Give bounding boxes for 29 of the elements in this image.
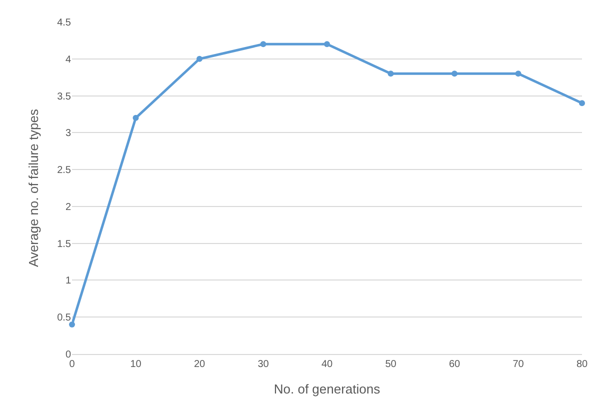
point bbox=[69, 321, 75, 328]
point bbox=[579, 100, 585, 106]
y-tick-label: 4 bbox=[65, 54, 72, 66]
point bbox=[388, 70, 394, 77]
y-tick-label: 0 bbox=[65, 350, 72, 360]
x-tick-label: 20 bbox=[194, 359, 206, 370]
y-axis-title: Average no. of failure types bbox=[26, 108, 42, 268]
point bbox=[452, 70, 458, 77]
point bbox=[196, 56, 202, 62]
y-tick-label: 0.5 bbox=[57, 312, 72, 324]
x-tick-label: 30 bbox=[258, 359, 270, 370]
point bbox=[515, 70, 522, 77]
x-tick-label: 50 bbox=[385, 359, 397, 370]
point bbox=[132, 114, 139, 121]
x-tick-label: 80 bbox=[576, 359, 588, 370]
x-tick-label: 10 bbox=[130, 359, 142, 370]
y-tick-label: 3.5 bbox=[57, 91, 72, 102]
y-tick-label: 2 bbox=[65, 202, 72, 213]
x-tick-label: 60 bbox=[448, 359, 460, 370]
y-tick-label: 2.5 bbox=[57, 165, 72, 176]
point bbox=[260, 41, 266, 48]
y-tick-label: 1.5 bbox=[57, 238, 72, 250]
x-tick-label: 40 bbox=[321, 359, 333, 370]
y-tick-label: 3 bbox=[65, 128, 72, 140]
x-axis-title: No. of generations bbox=[274, 382, 381, 397]
x-tick-label: 70 bbox=[512, 359, 524, 370]
point bbox=[324, 41, 330, 48]
y-tick-label: 1 bbox=[65, 276, 72, 287]
y-tick-label: 4.5 bbox=[57, 18, 72, 28]
